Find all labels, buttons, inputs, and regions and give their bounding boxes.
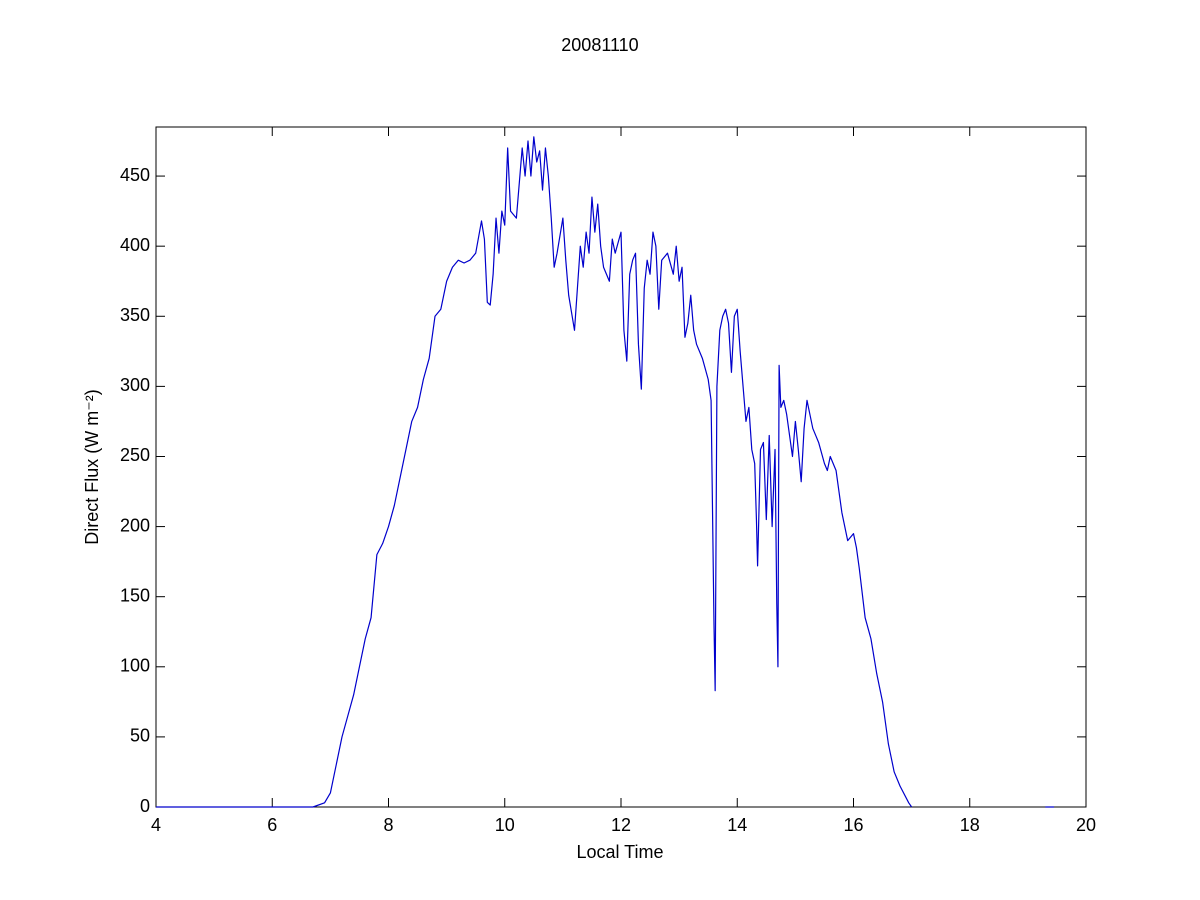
y-axis-label: Direct Flux (W m⁻²) <box>82 389 102 544</box>
x-tick-label: 18 <box>960 815 980 835</box>
y-tick-label: 200 <box>120 515 150 535</box>
y-tick-label: 150 <box>120 585 150 605</box>
y-tick-label: 0 <box>140 796 150 816</box>
x-tick-label: 14 <box>727 815 747 835</box>
y-tick-label: 350 <box>120 305 150 325</box>
y-tick-label: 50 <box>130 726 150 746</box>
y-tick-label: 400 <box>120 235 150 255</box>
x-tick-label: 16 <box>843 815 863 835</box>
x-axis-label: Local Time <box>576 842 663 862</box>
y-tick-label: 100 <box>120 656 150 676</box>
y-tick-label: 250 <box>120 445 150 465</box>
y-tick-label: 300 <box>120 375 150 395</box>
y-tick-label: 450 <box>120 165 150 185</box>
chart-title: 20081110 <box>561 35 638 55</box>
x-tick-label: 12 <box>611 815 631 835</box>
x-tick-label: 6 <box>267 815 277 835</box>
plot-frame <box>155 126 1087 808</box>
x-tick-label: 10 <box>495 815 515 835</box>
x-tick-label: 4 <box>151 815 161 835</box>
x-tick-label: 8 <box>383 815 393 835</box>
x-tick-label: 20 <box>1076 815 1096 835</box>
data-line <box>156 136 1055 808</box>
